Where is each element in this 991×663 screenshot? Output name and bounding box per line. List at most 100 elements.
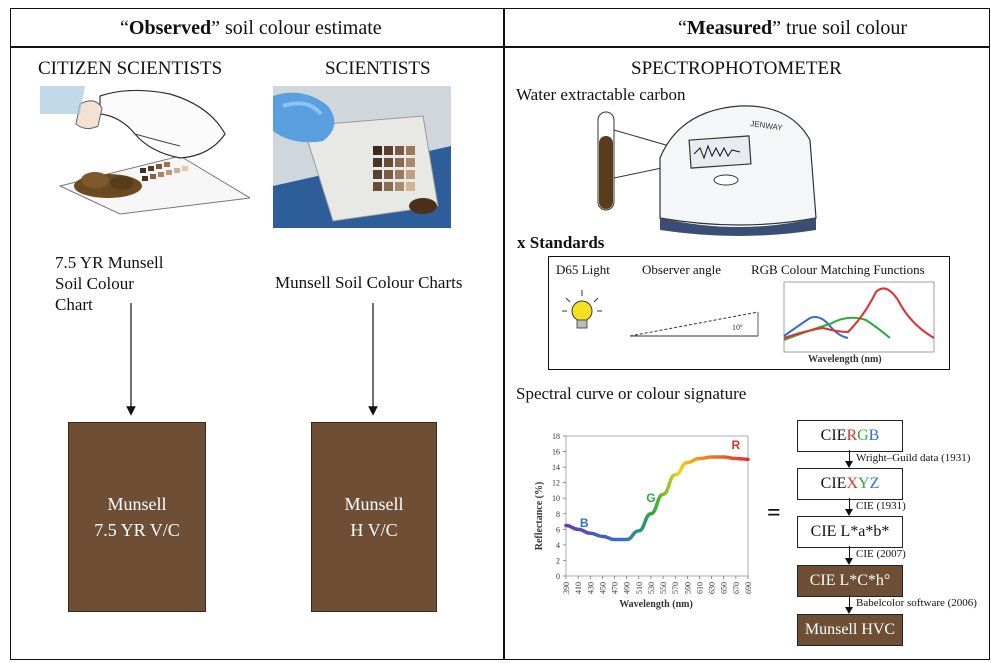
observed-rest: soil colour estimate: [220, 17, 382, 39]
flow-box-3: CIE L*a*b*: [797, 516, 903, 548]
spectrophotometer-illustration: JENWAY: [597, 105, 817, 236]
chart-xlabel: Wavelength (nm): [619, 599, 693, 610]
flow-box-text: G: [857, 427, 869, 444]
x-tick-label: 430: [586, 582, 595, 594]
y-tick-label: 2: [556, 556, 560, 565]
chart-plot-frame: [565, 435, 749, 577]
x-tick-label: 530: [647, 582, 656, 594]
x-tick-label: 510: [635, 582, 644, 594]
flow-box-text: X: [846, 475, 858, 492]
flow-arrow-label: CIE (2007): [856, 548, 906, 560]
flow-arrow-label: Wright–Guild data (1931): [856, 452, 971, 464]
citizen-chart-label-line3: Chart: [55, 295, 93, 314]
citizen-munsell-box: Munsell 7.5 YR V/C: [68, 422, 206, 612]
chart-ylabel: Reflectance (%): [534, 482, 545, 551]
observed-header: “Observed” soil colour estimate: [120, 17, 382, 39]
scientist-munsell-line2: H V/C: [350, 520, 398, 540]
x-tick-label: 450: [598, 582, 607, 594]
flow-arrow: [849, 498, 850, 510]
scientist-munsell-box: Munsell H V/C: [311, 422, 437, 612]
chart-annotation-g: G: [646, 491, 655, 505]
y-tick-label: 4: [556, 541, 560, 550]
column-divider: [503, 8, 505, 660]
observer-angle-icon: [629, 311, 759, 337]
citizen-illustration: [40, 86, 250, 215]
y-tick-label: 6: [556, 525, 560, 534]
x-tick-label: 390: [562, 582, 571, 594]
std-rgb-label: RGB Colour Matching Functions: [751, 262, 925, 277]
standards-panel: [548, 256, 950, 370]
y-tick-label: 8: [556, 510, 560, 519]
x-tick-label: 550: [659, 582, 668, 594]
citizen-title: CITIZEN SCIENTISTS: [38, 58, 223, 79]
scientist-title: SCIENTISTS: [325, 58, 431, 79]
std-d65-label: D65 Light: [556, 262, 610, 277]
x-tick-label: 590: [683, 582, 692, 594]
y-tick-label: 12: [552, 479, 560, 488]
citizen-chart-label-line2: Soil Colour: [55, 274, 134, 293]
device-screen: [688, 135, 752, 169]
y-tick-label: 0: [556, 572, 560, 581]
measured-header: “Measured” true soil colour: [678, 17, 908, 39]
equals-sign: =: [767, 500, 781, 526]
cmf-red-curve: [783, 287, 935, 339]
y-tick-label: 14: [552, 463, 560, 472]
std-observer-label: Observer angle: [642, 262, 722, 277]
citizen-chart-label-line1: 7.5 YR Munsell: [55, 253, 164, 272]
measured-rest: true soil colour: [780, 17, 908, 39]
x-tick-label: 610: [695, 582, 704, 594]
x-tick-label: 570: [671, 582, 680, 594]
x-tick-label: 410: [574, 582, 583, 594]
flow-box-5: Munsell HVC: [797, 614, 903, 646]
flow-arrow-head: [845, 461, 853, 468]
flow-arrow: [849, 546, 850, 559]
flow-arrow-label: CIE (1931): [856, 500, 906, 512]
flow-box-text: CIE L*C*h°: [809, 572, 891, 589]
flow-box-text: Munsell HVC: [804, 621, 896, 638]
citizen-munsell-line2: 7.5 YR V/C: [94, 520, 180, 540]
x-tick-label: 490: [623, 582, 632, 594]
flow-box-text: R: [846, 427, 858, 444]
flow-arrow-label: Babelcolor software (2006): [856, 597, 977, 609]
measured-bold: Measured: [686, 17, 773, 39]
flow-box-text: CIE: [820, 475, 847, 492]
lightbulb-icon: [562, 290, 602, 329]
spectro-title: SPECTROPHOTOMETER: [631, 58, 842, 79]
flow-box-text: CIE L*a*b*: [810, 523, 890, 540]
flow-box-text: B: [868, 427, 880, 444]
flow-box-text: CIE: [820, 427, 847, 444]
citizen-munsell-line1: Munsell: [107, 493, 167, 514]
x-tick-label: 650: [720, 582, 729, 594]
standards-label: x Standards: [517, 233, 605, 252]
angle-value: 10º: [732, 323, 743, 332]
y-tick-label: 18: [552, 432, 560, 441]
observed-bold: Observed: [128, 17, 212, 39]
x-tick-label: 690: [744, 582, 753, 594]
left-arrows: [126, 303, 378, 416]
flow-box-text: Z: [869, 475, 880, 492]
scientist-chart-label: Munsell Soil Colour Charts: [275, 273, 463, 292]
cmf-blue-curve: [783, 316, 849, 339]
x-tick-label: 630: [708, 582, 717, 594]
scientist-photo: [273, 86, 451, 228]
flow-box-text: Y: [858, 475, 870, 492]
reflectance-curve: [564, 455, 750, 542]
device-body: [659, 105, 817, 226]
citizen-chart-label: 7.5 YR Munsell Soil Colour Chart: [55, 252, 163, 315]
x-tick-label: 470: [611, 582, 620, 594]
water-label: Water extractable carbon: [516, 85, 686, 104]
y-tick-label: 16: [552, 448, 560, 457]
flow-arrow-head: [845, 558, 853, 565]
flow-arrow: [849, 595, 850, 608]
flow-box-4: CIE L*C*h°: [797, 565, 903, 597]
cmf-wavelength-label: Wavelength (nm): [808, 354, 882, 365]
y-tick-label: 10: [552, 494, 560, 503]
x-tick-label: 670: [732, 582, 741, 594]
chart-annotation-b: B: [580, 516, 589, 530]
flow-arrow-head: [845, 607, 853, 614]
header-divider: [10, 46, 990, 48]
chart-annotation-r: R: [732, 438, 741, 452]
